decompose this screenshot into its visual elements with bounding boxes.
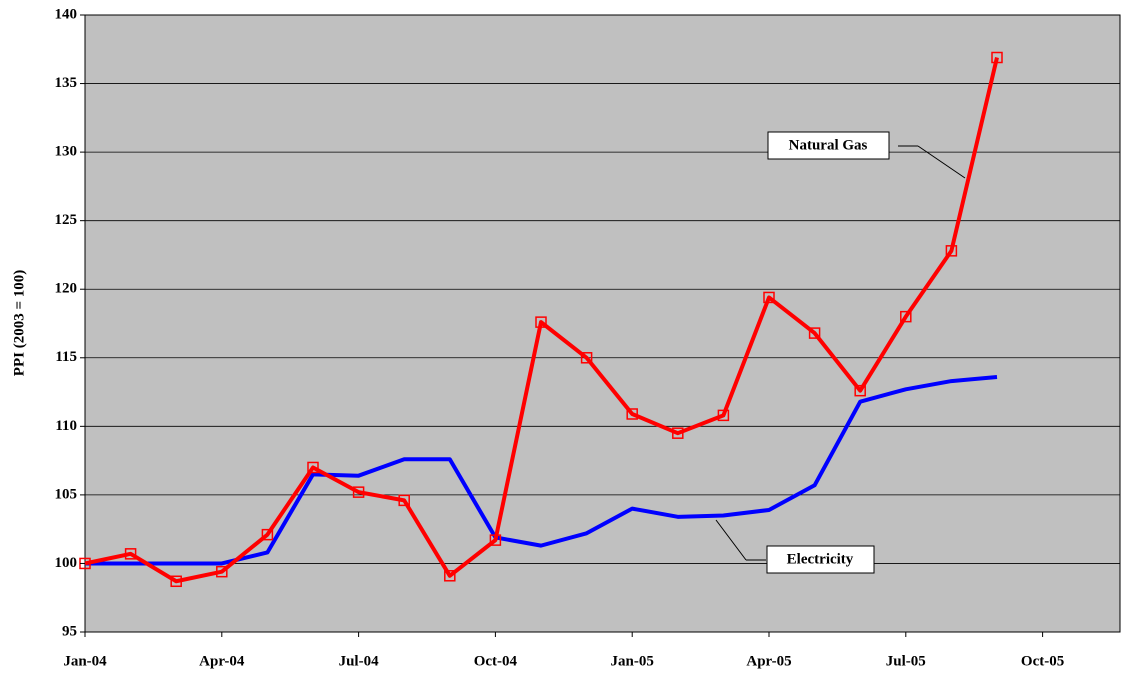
point-marker [672, 427, 684, 439]
point-marker [261, 528, 274, 541]
plot-area [84, 14, 1121, 633]
leader-line [715, 519, 747, 561]
y-tick-label: 120 [55, 281, 78, 297]
point-marker [307, 461, 319, 474]
y-tick-label: 110 [55, 418, 77, 434]
point-marker [535, 316, 547, 328]
x-tick-label: Apr-04 [199, 653, 245, 669]
x-tick-label: Jul-04 [339, 653, 380, 669]
point-marker [580, 352, 593, 364]
point-marker [808, 327, 821, 339]
y-tick-label: 100 [55, 555, 78, 571]
annotation-box [766, 545, 875, 574]
point-marker [854, 384, 866, 397]
x-tick-label: Jul-05 [886, 653, 926, 669]
x-tick-label: Jan-05 [611, 653, 654, 669]
x-tick-label: Apr-05 [746, 653, 791, 669]
y-tick-label: 135 [55, 75, 78, 91]
grid [85, 14, 1120, 633]
point-marker [398, 494, 410, 507]
marks [79, 51, 1003, 588]
y-tick-label: 105 [55, 486, 78, 502]
point-marker [216, 565, 228, 578]
point-marker [352, 486, 365, 498]
annotation-box [767, 131, 890, 160]
y-tick-label: 95 [62, 623, 77, 639]
y-tick-label: 140 [55, 6, 78, 22]
series-line [84, 57, 999, 584]
y-tick-label: 115 [55, 349, 77, 365]
leader-line [917, 145, 966, 179]
y-tick-label: 125 [55, 212, 78, 228]
point-marker [444, 570, 456, 582]
x-tick-label: Oct-04 [474, 653, 518, 669]
point-marker [900, 310, 912, 323]
series-annotation: Electricity [787, 551, 854, 567]
x-tick-label: Jan-04 [63, 653, 107, 669]
point-marker [717, 409, 730, 422]
y-tick-label: 130 [55, 144, 78, 160]
point-marker [991, 51, 1003, 64]
point-marker [763, 291, 775, 304]
point-marker [945, 245, 958, 257]
point-marker [489, 534, 502, 546]
series-annotation: Natural Gas [789, 137, 868, 153]
point-marker [170, 575, 182, 588]
point-marker [124, 548, 137, 560]
point-marker [626, 408, 638, 420]
x-tick-label: Oct-05 [1021, 653, 1064, 669]
y-axis-label: PPI (2003 = 100) [11, 270, 27, 376]
